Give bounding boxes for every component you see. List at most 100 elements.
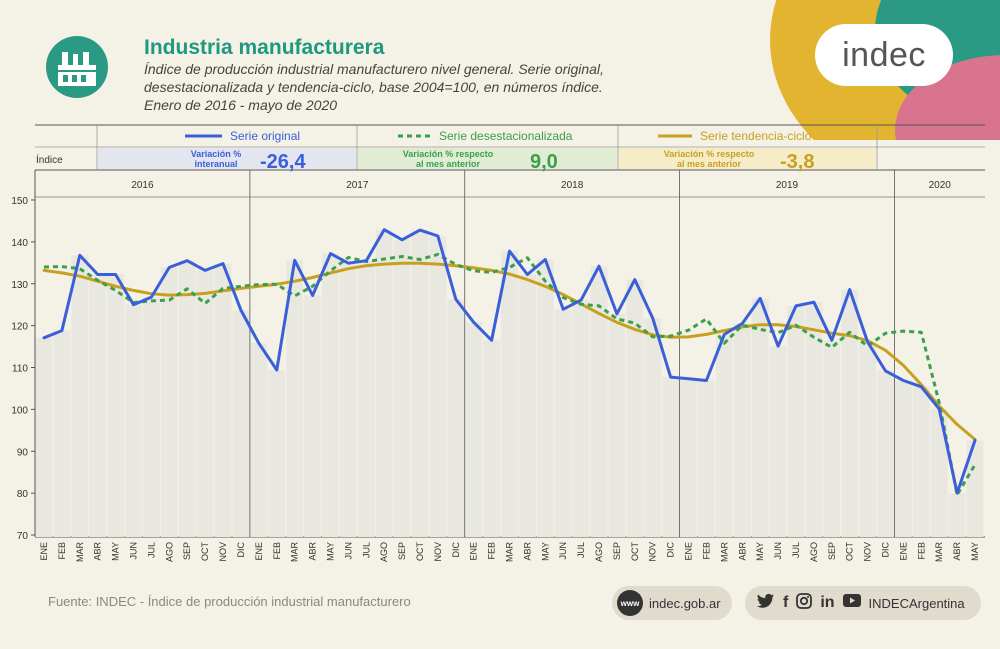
- youtube-icon[interactable]: [842, 594, 861, 612]
- x-tick-label: MAY: [970, 542, 980, 561]
- x-tick-label: SEP: [182, 542, 192, 560]
- x-tick-label: FEB: [487, 542, 497, 560]
- x-tick-label: NOV: [863, 542, 873, 562]
- x-tick-label: ENE: [39, 542, 49, 561]
- x-tick-label: JUL: [576, 542, 586, 558]
- var-desest-label: al mes anterior: [416, 159, 481, 169]
- series-line-2: [42, 261, 977, 441]
- bar: [429, 236, 447, 537]
- x-tick-label: MAR: [290, 542, 300, 563]
- year-label: 2017: [346, 180, 369, 191]
- x-tick-label: OCT: [415, 542, 425, 562]
- x-tick-label: OCT: [200, 542, 210, 562]
- x-tick-label: SEP: [612, 542, 622, 560]
- x-tick-label: MAR: [505, 542, 515, 563]
- bar: [912, 386, 930, 537]
- facebook-icon[interactable]: f: [783, 594, 789, 611]
- bar: [322, 253, 339, 537]
- x-tick-label: OCT: [630, 542, 640, 562]
- y-tick-label: 110: [12, 364, 28, 375]
- linkedin-icon[interactable]: in: [820, 594, 835, 611]
- bar: [680, 378, 697, 537]
- bar: [572, 300, 590, 537]
- x-tick-label: ENE: [469, 542, 479, 561]
- bar: [268, 370, 286, 537]
- bar: [930, 408, 948, 537]
- bar: [35, 337, 53, 537]
- x-tick-label: AGO: [379, 542, 389, 562]
- bar: [196, 270, 214, 537]
- x-tick-label: DIC: [236, 542, 246, 558]
- website-link[interactable]: www indec.gob.ar: [612, 586, 732, 620]
- x-tick-label: FEB: [272, 542, 282, 560]
- x-tick-label: AGO: [594, 542, 604, 562]
- x-tick-label: OCT: [845, 542, 855, 562]
- y-tick-label: 100: [11, 405, 28, 416]
- x-tick-label: NOV: [648, 542, 658, 562]
- bar: [733, 323, 751, 537]
- subtitle-line: Índice de producción industrial manufact…: [144, 61, 604, 77]
- bar: [751, 298, 769, 537]
- x-tick-label: ABR: [522, 542, 532, 561]
- legend-tendencia: Serie tendencia-ciclo: [700, 129, 812, 143]
- bar: [465, 322, 483, 537]
- year-label: 2019: [776, 180, 799, 191]
- x-tick-label: DIC: [880, 542, 890, 558]
- year-label: 2016: [131, 180, 154, 191]
- bar: [715, 334, 733, 537]
- bar: [626, 279, 644, 537]
- bar: [375, 229, 393, 537]
- instagram-icon[interactable]: [796, 592, 813, 614]
- bar: [89, 274, 107, 537]
- y-tick-label: 70: [17, 531, 29, 542]
- x-tick-label: ABR: [93, 542, 103, 561]
- x-tick-label: JUL: [791, 542, 801, 558]
- x-tick-label: MAY: [111, 542, 121, 561]
- x-tick-label: JUN: [773, 542, 783, 560]
- x-tick-label: ABR: [952, 542, 962, 561]
- series-line-0: [42, 228, 977, 495]
- x-tick-label: AGO: [164, 542, 174, 562]
- y-tick-label: 130: [11, 280, 28, 291]
- bar: [554, 309, 572, 537]
- bar: [590, 266, 608, 537]
- social-handle: INDECArgentina: [868, 595, 965, 611]
- legend-table: Serie original Serie desestacionalizada …: [35, 124, 985, 173]
- bar: [894, 380, 912, 537]
- x-tick-label: JUN: [343, 542, 353, 560]
- y-axis-ticks: 70 80 90 100 110 120 130 140 150: [11, 196, 35, 542]
- x-tick-label: ABR: [737, 542, 747, 561]
- x-tick-label: AGO: [809, 542, 819, 562]
- bar: [357, 260, 375, 537]
- x-tick-label: FEB: [57, 542, 67, 560]
- bar: [411, 230, 429, 537]
- www-icon: www: [617, 590, 643, 616]
- bar: [125, 304, 142, 537]
- var-tend-label: Variación % respecto: [664, 149, 755, 159]
- bar: [697, 380, 715, 537]
- bar: [53, 330, 71, 537]
- y-tick-label: 150: [11, 196, 28, 207]
- series-lines: [42, 228, 977, 497]
- bar: [393, 239, 411, 537]
- var-interanual-label: Variación %: [191, 149, 242, 159]
- x-tick-label: DIC: [666, 542, 676, 558]
- bar: [339, 263, 357, 537]
- bar: [859, 341, 877, 537]
- x-tick-label: JUL: [361, 542, 371, 558]
- year-dividers: [249, 170, 895, 537]
- x-tick-label: JUN: [129, 542, 139, 560]
- var-interanual-value: -26,4: [260, 151, 306, 173]
- bar: [250, 343, 268, 537]
- var-desest-value: 9,0: [530, 151, 558, 173]
- bar: [966, 440, 984, 537]
- legend-desest: Serie desestacionalizada: [439, 129, 573, 143]
- twitter-icon[interactable]: [757, 593, 775, 614]
- x-tick-label: JUN: [558, 542, 568, 560]
- website-text: indec.gob.ar: [649, 595, 721, 611]
- bar: [805, 302, 823, 537]
- x-tick-label: FEB: [701, 542, 711, 560]
- bar: [662, 377, 680, 537]
- var-tend-value: -3,8: [780, 151, 814, 173]
- bars-layer: [35, 229, 984, 537]
